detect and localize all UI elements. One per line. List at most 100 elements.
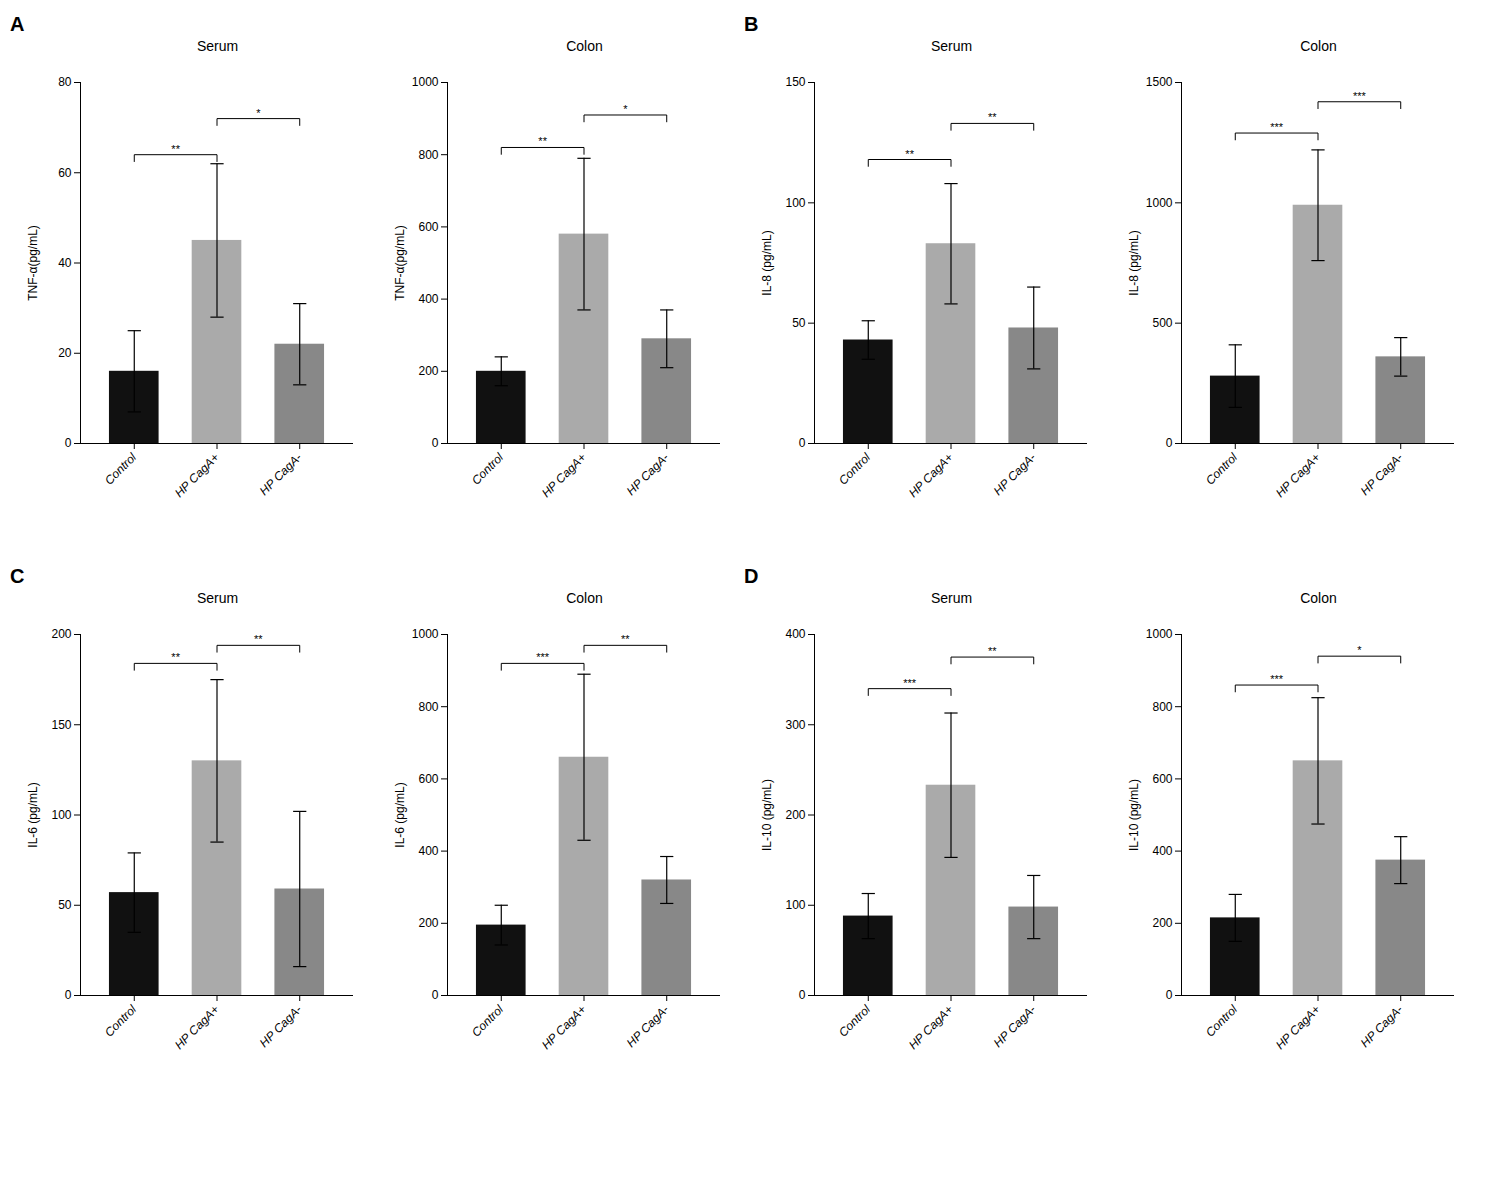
svg-text:IL-8 (pg/mL): IL-8 (pg/mL) xyxy=(760,230,774,295)
svg-text:HP CagA-: HP CagA- xyxy=(624,1002,672,1050)
svg-text:HP CagA-: HP CagA- xyxy=(624,450,672,498)
svg-text:400: 400 xyxy=(418,844,438,858)
svg-text:600: 600 xyxy=(418,772,438,786)
svg-text:**: ** xyxy=(621,633,630,645)
svg-text:IL-8 (pg/mL): IL-8 (pg/mL) xyxy=(1127,230,1141,295)
svg-text:HP CagA+: HP CagA+ xyxy=(172,450,222,500)
svg-text:IL-10 (pg/mL): IL-10 (pg/mL) xyxy=(760,779,774,851)
html-text:Serum: Serum xyxy=(930,38,973,54)
svg-text:IL-6 (pg/mL): IL-6 (pg/mL) xyxy=(26,782,40,847)
svg-text:400: 400 xyxy=(1152,844,1172,858)
svg-text:1000: 1000 xyxy=(412,75,439,89)
svg-text:HP CagA-: HP CagA- xyxy=(1358,1002,1406,1050)
svg-text:***: *** xyxy=(1270,673,1284,685)
svg-text:600: 600 xyxy=(1152,772,1172,786)
svg-text:50: 50 xyxy=(792,316,806,330)
svg-text:Control: Control xyxy=(102,1002,139,1039)
svg-text:*: * xyxy=(623,103,628,115)
svg-text:HP CagA+: HP CagA+ xyxy=(1273,450,1323,500)
html-text:Serum: Serum xyxy=(196,38,239,54)
svg-text:TNF-α(pg/mL): TNF-α(pg/mL) xyxy=(26,225,40,301)
svg-text:Control: Control xyxy=(1203,1002,1240,1039)
html-text:Colon: Colon xyxy=(1300,590,1337,606)
svg-text:800: 800 xyxy=(418,148,438,162)
svg-text:HP CagA+: HP CagA+ xyxy=(1273,1002,1323,1052)
svg-text:300: 300 xyxy=(785,718,805,732)
svg-text:200: 200 xyxy=(418,916,438,930)
svg-text:600: 600 xyxy=(418,220,438,234)
html-text:Serum: Serum xyxy=(196,590,239,606)
svg-text:0: 0 xyxy=(799,436,806,450)
svg-text:0: 0 xyxy=(1166,988,1173,1002)
svg-text:100: 100 xyxy=(51,808,71,822)
svg-text:**: ** xyxy=(988,111,997,123)
svg-text:0: 0 xyxy=(799,988,806,1002)
svg-text:80: 80 xyxy=(58,75,72,89)
svg-text:0: 0 xyxy=(432,988,439,1002)
html-text:B: B xyxy=(744,13,759,35)
html-text:A: A xyxy=(10,13,25,35)
svg-text:1000: 1000 xyxy=(412,627,439,641)
svg-text:Control: Control xyxy=(836,1002,873,1039)
svg-text:0: 0 xyxy=(65,988,72,1002)
svg-text:1500: 1500 xyxy=(1146,75,1173,89)
svg-text:800: 800 xyxy=(1152,700,1172,714)
svg-text:HP CagA+: HP CagA+ xyxy=(172,1002,222,1052)
svg-text:**: ** xyxy=(538,135,547,147)
svg-text:IL-6 (pg/mL): IL-6 (pg/mL) xyxy=(393,782,407,847)
svg-text:200: 200 xyxy=(418,364,438,378)
svg-text:100: 100 xyxy=(785,196,805,210)
svg-text:HP CagA-: HP CagA- xyxy=(991,1002,1039,1050)
svg-text:HP CagA-: HP CagA- xyxy=(991,450,1039,498)
html-text:Serum: Serum xyxy=(930,590,973,606)
svg-text:Control: Control xyxy=(836,450,873,487)
svg-text:0: 0 xyxy=(65,436,72,450)
svg-text:100: 100 xyxy=(785,898,805,912)
svg-text:800: 800 xyxy=(418,700,438,714)
svg-text:HP CagA+: HP CagA+ xyxy=(539,1002,589,1052)
html-text:C: C xyxy=(10,565,25,587)
svg-text:***: *** xyxy=(1270,121,1284,133)
svg-text:150: 150 xyxy=(51,718,71,732)
svg-text:1000: 1000 xyxy=(1146,196,1173,210)
svg-text:HP CagA-: HP CagA- xyxy=(1358,450,1406,498)
svg-text:500: 500 xyxy=(1152,316,1172,330)
svg-text:Control: Control xyxy=(102,450,139,487)
svg-text:HP CagA-: HP CagA- xyxy=(257,1002,305,1050)
svg-text:TNF-α(pg/mL): TNF-α(pg/mL) xyxy=(393,225,407,301)
svg-text:HP CagA-: HP CagA- xyxy=(257,450,305,498)
svg-text:50: 50 xyxy=(58,898,72,912)
svg-text:**: ** xyxy=(905,148,914,160)
svg-text:40: 40 xyxy=(58,256,72,270)
svg-text:HP CagA+: HP CagA+ xyxy=(906,450,956,500)
html-text:Colon: Colon xyxy=(566,38,603,54)
svg-text:150: 150 xyxy=(785,75,805,89)
svg-text:IL-10 (pg/mL): IL-10 (pg/mL) xyxy=(1127,779,1141,851)
svg-text:400: 400 xyxy=(418,292,438,306)
svg-text:***: *** xyxy=(1353,90,1367,102)
svg-text:Control: Control xyxy=(469,450,506,487)
svg-text:**: ** xyxy=(988,645,997,657)
svg-text:0: 0 xyxy=(1166,436,1173,450)
svg-text:HP CagA+: HP CagA+ xyxy=(539,450,589,500)
svg-text:*: * xyxy=(1357,644,1362,656)
svg-text:1000: 1000 xyxy=(1146,627,1173,641)
svg-text:20: 20 xyxy=(58,346,72,360)
svg-text:0: 0 xyxy=(432,436,439,450)
svg-text:200: 200 xyxy=(51,627,71,641)
svg-text:***: *** xyxy=(903,677,917,689)
svg-text:**: ** xyxy=(254,633,263,645)
svg-text:**: ** xyxy=(171,143,180,155)
svg-text:200: 200 xyxy=(1152,916,1172,930)
svg-text:60: 60 xyxy=(58,166,72,180)
svg-text:***: *** xyxy=(536,651,550,663)
html-text:Colon: Colon xyxy=(1300,38,1337,54)
svg-text:200: 200 xyxy=(785,808,805,822)
svg-text:400: 400 xyxy=(785,627,805,641)
svg-text:Control: Control xyxy=(1203,450,1240,487)
svg-text:**: ** xyxy=(171,651,180,663)
svg-text:HP CagA+: HP CagA+ xyxy=(906,1002,956,1052)
svg-text:Control: Control xyxy=(469,1002,506,1039)
html-text:Colon: Colon xyxy=(566,590,603,606)
svg-text:*: * xyxy=(256,107,261,119)
